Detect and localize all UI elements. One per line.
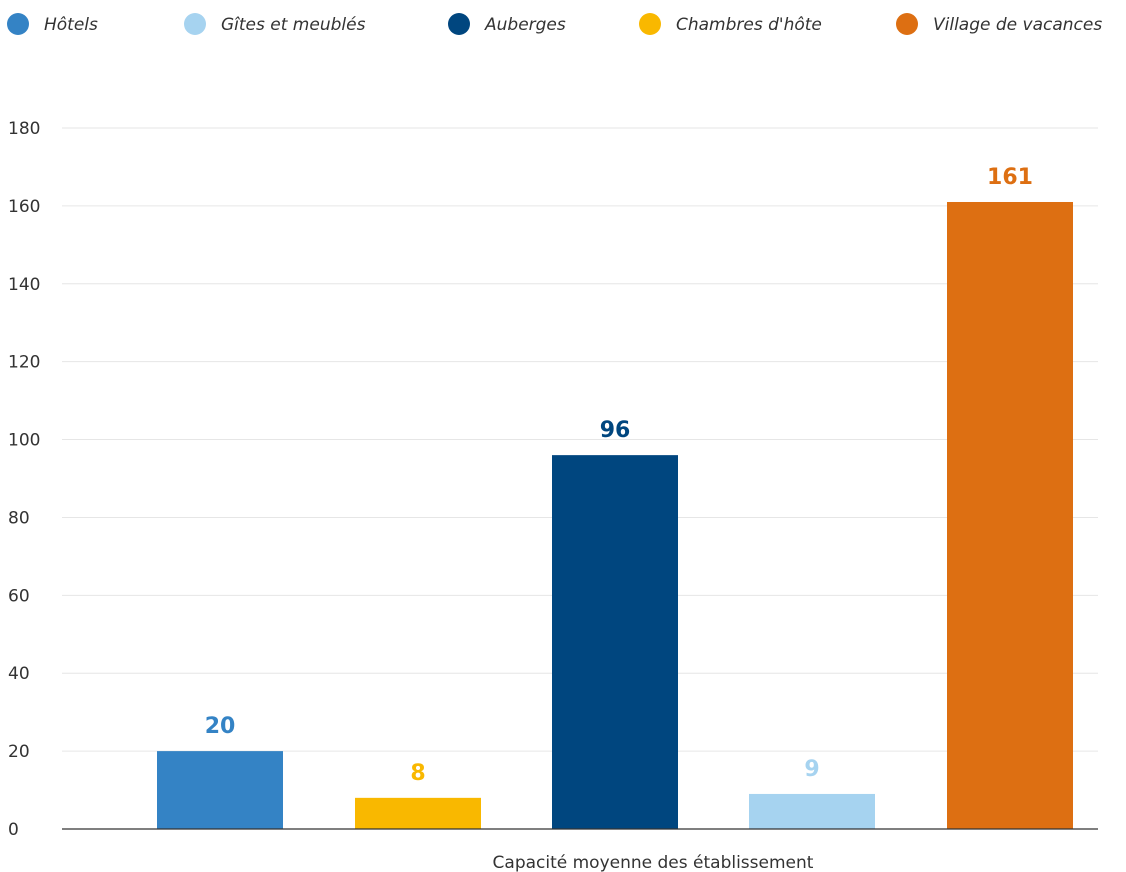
y-tick-label: 120 [8,353,40,373]
y-tick-label: 20 [8,742,30,762]
data-label: 20 [205,714,236,739]
value-labels: 20 8 96 9 161 [205,165,1033,786]
legend-item[interactable]: Chambres d'hôte [639,13,822,35]
bar [355,797,481,829]
y-tick-label: 180 [8,119,40,139]
y-axis: 0 20 40 60 80 100 120 140 160 180 [8,119,40,840]
legend-label: Chambres d'hôte [676,15,822,35]
legend-item[interactable]: Auberges [448,13,566,35]
legend-label: Hôtels [44,15,98,35]
data-label: 9 [804,757,819,782]
bar [749,793,875,829]
legend-swatch [896,13,918,35]
legend-swatch [7,13,29,35]
chart-grid [62,127,1098,752]
bar [552,455,678,829]
legend-swatch [639,13,661,35]
chart-legend: Hôtels Gîtes et meublés Auberges Chambres d… [7,13,1102,35]
data-label: 161 [987,165,1033,190]
data-label: 96 [600,418,631,443]
y-tick-label: 60 [8,586,30,606]
bar-series [157,201,1073,829]
y-tick-label: 40 [8,664,30,684]
data-label: 8 [410,761,425,786]
y-tick-label: 80 [8,508,30,528]
legend-swatch [448,13,470,35]
legend-label: Gîtes et meublés [221,15,366,35]
legend-item[interactable]: Hôtels [7,13,98,35]
y-tick-label: 100 [8,431,40,451]
y-tick-label: 140 [8,275,40,295]
legend-item[interactable]: Village de vacances [896,13,1102,35]
legend-label: Auberges [484,15,566,35]
legend-label: Village de vacances [933,15,1102,35]
y-tick-label: 160 [8,197,40,217]
x-axis-label: Capacité moyenne des établissement [493,853,814,872]
y-tick-label: 0 [8,820,19,840]
legend-item[interactable]: Gîtes et meublés [184,13,366,35]
bar [947,201,1073,829]
legend-swatch [184,13,206,35]
bar [157,751,283,829]
